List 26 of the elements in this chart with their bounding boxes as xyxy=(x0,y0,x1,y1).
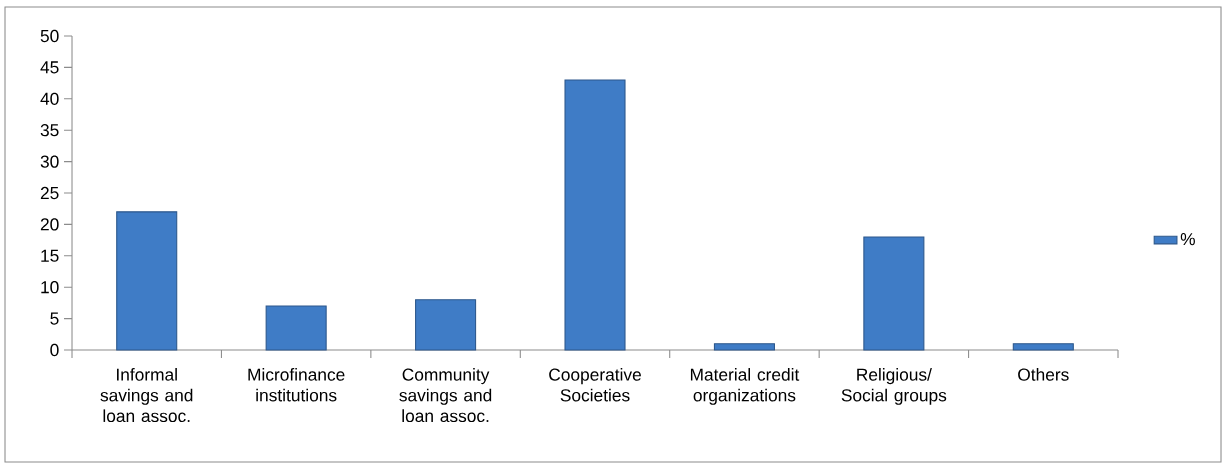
y-tick-label: 30 xyxy=(40,155,59,168)
bar xyxy=(1012,343,1074,351)
y-tick-label: 5 xyxy=(50,312,59,325)
bar xyxy=(116,211,178,351)
bar xyxy=(863,236,925,351)
x-tick-label: Cooperative Societies xyxy=(549,368,641,402)
x-tick-label: Material credit organizations xyxy=(690,368,800,405)
y-tick-label: 0 xyxy=(50,343,59,357)
y-tick-label: 20 xyxy=(40,218,59,231)
x-tick-label: Others xyxy=(1018,368,1069,381)
bar xyxy=(564,79,626,351)
bar xyxy=(415,299,477,351)
y-tick-label: 35 xyxy=(40,124,59,137)
y-tick-label: 15 xyxy=(41,249,59,262)
legend-label: % xyxy=(1180,233,1195,246)
x-tick-label: Informal savings and loan assoc. xyxy=(100,368,193,423)
x-tick-label: Microfinance institutions xyxy=(248,368,345,402)
y-tick-label: 25 xyxy=(40,186,59,200)
y-tick-label: 50 xyxy=(40,29,59,43)
bar xyxy=(265,305,327,351)
x-tick-label: Community savings and loan assoc. xyxy=(399,368,492,423)
y-tick-label: 40 xyxy=(40,92,59,105)
y-tick-label: 45 xyxy=(40,61,59,74)
x-tick-label: Religious/ Social groups xyxy=(841,368,947,405)
y-tick-label: 10 xyxy=(41,281,59,294)
bar xyxy=(713,343,775,351)
